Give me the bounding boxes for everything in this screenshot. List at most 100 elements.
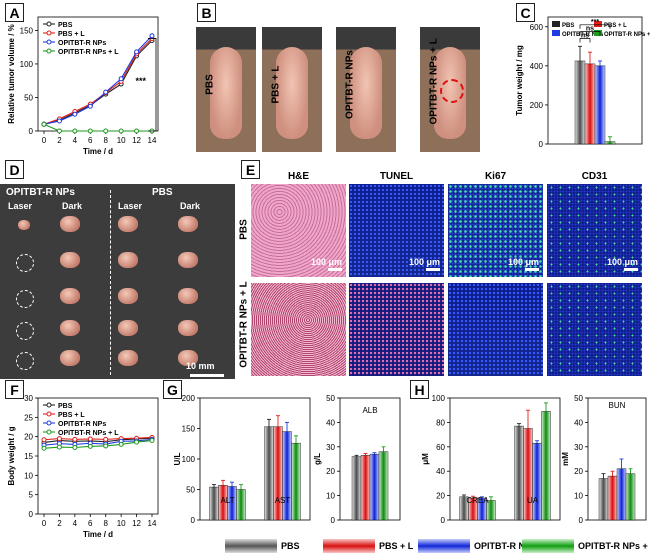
bar: [378, 451, 389, 521]
empty-tumor-site: [16, 352, 34, 370]
legend-swatch: [552, 30, 560, 36]
bar: [625, 473, 636, 521]
histology-col-he: H&E: [287, 171, 310, 182]
bar: [282, 431, 292, 521]
scale-bar: 100 μm: [311, 257, 342, 271]
x-tick-label: 6: [88, 136, 93, 145]
plot-frame: [449, 397, 561, 521]
tumor-photo-left-title: OPITBT-R NPs: [6, 187, 75, 198]
tumor-specimen: [60, 350, 80, 366]
bottom-legend-item: PBS: [225, 539, 300, 553]
y-tick-label: 0: [441, 516, 446, 525]
tumor-site-marker: [440, 79, 464, 103]
data-point: [134, 439, 140, 445]
category-label: ALT: [220, 496, 234, 505]
x-tick-label: 2: [57, 136, 62, 145]
legend-swatch-pbs: [225, 539, 277, 553]
bottom-legend-item: OPITBT-R NPs: [418, 539, 536, 553]
x-tick-label: 14: [148, 519, 157, 528]
data-point: [134, 49, 140, 55]
category-label: ALB: [362, 406, 377, 415]
plot-frame: [37, 397, 159, 515]
x-tick-label: 10: [117, 136, 126, 145]
data-point: [103, 436, 109, 442]
y-tick-label: 0: [579, 516, 584, 525]
legend-label: PBS: [562, 23, 574, 29]
tumor-specimen: [118, 350, 138, 366]
y-tick-label: 10: [574, 492, 583, 501]
data-point: [103, 443, 109, 449]
x-axis-label: Time / d: [83, 530, 113, 539]
bar: [514, 425, 524, 521]
data-point: [72, 128, 78, 134]
mouse-body: [210, 47, 242, 139]
panel-label-c: C: [516, 3, 535, 22]
bar: [264, 426, 274, 521]
legend-label: OPITBT-R NPs + L: [604, 32, 650, 38]
x-tick-label: 4: [73, 519, 78, 528]
tile-treated-cd31: [547, 283, 642, 376]
tumor-specimen: [178, 350, 198, 366]
y-tick-label: 20: [24, 433, 33, 442]
x-tick-label: 14: [148, 136, 157, 145]
legend-label: OPITBT-R NPs + L: [578, 541, 650, 551]
legend-swatch-nps: [418, 539, 470, 553]
tumor-specimen: [118, 216, 138, 232]
y-tick-label: 150: [20, 26, 34, 35]
y-tick-label: 0: [29, 127, 34, 136]
data-point: [118, 76, 124, 82]
data-point: [87, 128, 93, 134]
data-point: [56, 436, 62, 442]
scale-bar: 100 μm: [607, 257, 638, 271]
legend-swatch-nps-l: [522, 539, 574, 553]
significance-bracket: [579, 31, 601, 36]
legend-swatch: [594, 21, 602, 27]
data-point: [103, 89, 109, 95]
bar: [541, 411, 551, 521]
legend-marker: [46, 21, 52, 27]
empty-tumor-site: [16, 290, 34, 308]
bar: [291, 442, 301, 521]
tumor-photo: OPITBT-R NPs PBS Laser Dark Laser Dark 1…: [0, 184, 235, 379]
legend-label: OPITBT-R NPs + L: [58, 430, 119, 437]
y-tick-label: 30: [24, 394, 33, 403]
significance-label: ns: [586, 26, 594, 33]
legend-marker: [46, 30, 52, 36]
category-label: BUN: [609, 401, 626, 410]
series-line: [43, 35, 153, 125]
significance-bracket: [579, 38, 591, 43]
data-point: [72, 444, 78, 450]
y-tick-label: 40: [574, 418, 583, 427]
tile-treated-tunel: [349, 283, 444, 376]
data-point: [41, 437, 47, 443]
empty-tumor-site: [16, 254, 34, 272]
mouse-photo-nps-l: OPITBT-R NPs + L: [420, 27, 480, 152]
y-axis-label: Body weight / g: [7, 426, 16, 485]
y-tick-label: 25: [24, 413, 33, 422]
x-axis-label: Time / d: [83, 147, 113, 156]
bar: [209, 486, 219, 521]
mouse-photo-nps: OPITBT-R NPs: [336, 27, 396, 152]
data-point: [72, 436, 78, 442]
bottom-legend-item: OPITBT-R NPs + L: [522, 539, 650, 553]
series-line: [43, 123, 152, 132]
data-point: [149, 33, 155, 39]
category-label: UA: [527, 496, 539, 505]
y-tick-label: 100: [432, 394, 446, 403]
bar: [574, 60, 586, 145]
mouse-body: [350, 47, 382, 139]
y-tick-label: 50: [186, 486, 195, 495]
bar: [523, 428, 533, 521]
data-point: [41, 445, 47, 451]
panel-label-h: H: [410, 380, 429, 399]
legend-label: OPITBT-R NPs: [58, 40, 106, 47]
y-tick-label: 20: [574, 467, 583, 476]
plot-frame: [37, 16, 159, 132]
x-tick-label: 2: [57, 519, 62, 528]
data-point: [118, 128, 124, 134]
histology-col-cd31: CD31: [581, 171, 608, 182]
y-tick-label: 20: [326, 467, 335, 476]
legend-marker: [46, 420, 52, 426]
tile-treated-ki67: [448, 283, 543, 376]
legend-marker: [46, 48, 52, 54]
